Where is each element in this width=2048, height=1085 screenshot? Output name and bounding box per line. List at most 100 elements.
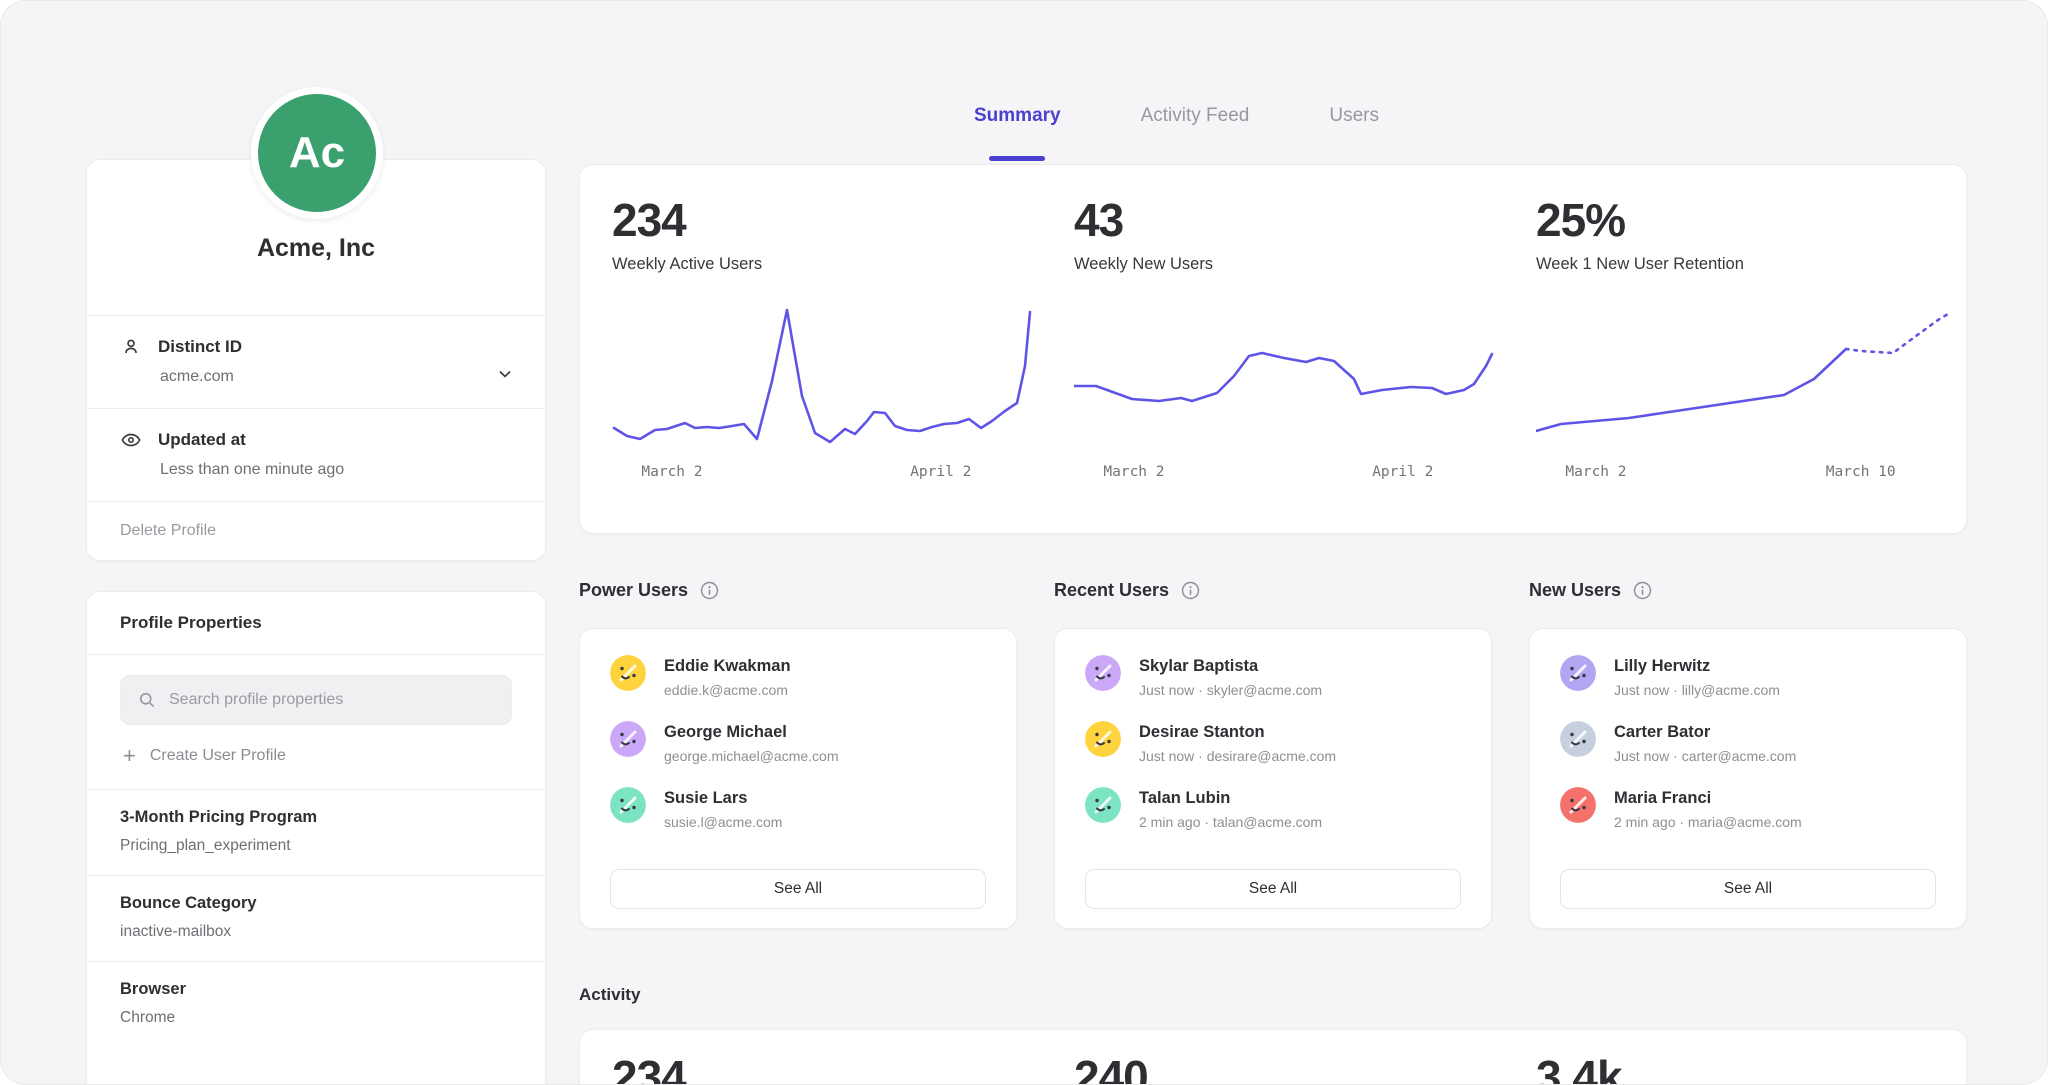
weekly-new-users-chart — [1074, 296, 1494, 456]
stat-value: 234 — [612, 193, 1032, 247]
user-name: Skylar Baptista — [1139, 655, 1322, 676]
section-title: New Users — [1529, 580, 1621, 601]
see-all-button[interactable]: See All — [1085, 869, 1461, 909]
user-name: Maria Franci — [1614, 787, 1802, 808]
user-row[interactable]: Talan Lubin 2 min ago · talan@acme.com — [1085, 787, 1461, 836]
profile-properties-title: Profile Properties — [87, 592, 545, 655]
create-user-profile-button[interactable]: + Create User Profile — [87, 725, 545, 790]
recent-users-card: Skylar Baptista Just now · skyler@acme.c… — [1054, 628, 1492, 929]
see-all-button[interactable]: See All — [610, 869, 986, 909]
org-avatar: Ac — [251, 87, 383, 219]
org-avatar-initials: Ac — [289, 128, 345, 178]
section-title: Power Users — [579, 580, 688, 601]
stat-weekly-active-users: 234 Weekly Active Users March 2 April 2 — [580, 193, 1042, 533]
new-users-card: Lilly Herwitz Just now · lilly@acme.com … — [1529, 628, 1967, 929]
tab-users[interactable]: Users — [1329, 105, 1379, 161]
user-avatar — [1085, 787, 1121, 823]
user-name: George Michael — [664, 721, 839, 742]
summary-stats-card: 234 Weekly Active Users March 2 April 2 … — [579, 164, 1967, 534]
plus-icon: + — [123, 748, 136, 764]
activity-stat: 234 — [580, 1050, 1042, 1085]
search-icon — [137, 690, 157, 710]
user-subtext: susie.l@acme.com — [664, 814, 782, 830]
weekly-active-users-chart — [612, 296, 1032, 456]
stat-value: 25% — [1536, 193, 1956, 247]
user-avatar — [610, 721, 646, 757]
x-tick: March 2 — [1103, 464, 1164, 480]
create-user-profile-label: Create User Profile — [150, 747, 286, 765]
distinct-id-row[interactable]: Distinct ID acme.com — [87, 315, 545, 408]
user-row[interactable]: Skylar Baptista Just now · skyler@acme.c… — [1085, 655, 1461, 704]
user-name: Talan Lubin — [1139, 787, 1322, 808]
user-subtext: george.michael@acme.com — [664, 748, 839, 764]
property-row-bounce-category[interactable]: Bounce Category inactive-mailbox — [87, 876, 545, 962]
user-avatar — [1085, 721, 1121, 757]
stat-label: Weekly New Users — [1074, 255, 1494, 274]
section-title: Recent Users — [1054, 580, 1169, 601]
x-tick: March 2 — [1565, 464, 1626, 480]
user-row[interactable]: Eddie Kwakman eddie.k@acme.com — [610, 655, 986, 704]
property-value: Pricing_plan_experiment — [120, 837, 512, 855]
info-icon[interactable] — [1181, 581, 1200, 600]
updated-at-value: Less than one minute ago — [160, 461, 512, 479]
tab-activity-feed-label: Activity Feed — [1141, 105, 1250, 126]
see-all-button[interactable]: See All — [1560, 869, 1936, 909]
stat-weekly-new-users: 43 Weekly New Users March 2 April 2 — [1042, 193, 1504, 533]
user-subtext: 2 min ago · maria@acme.com — [1614, 814, 1802, 830]
user-row[interactable]: Lilly Herwitz Just now · lilly@acme.com — [1560, 655, 1936, 704]
user-name: Carter Bator — [1614, 721, 1796, 742]
x-tick: March 2 — [641, 464, 702, 480]
user-row[interactable]: George Michael george.michael@acme.com — [610, 721, 986, 770]
user-avatar — [1560, 721, 1596, 757]
user-name: Lilly Herwitz — [1614, 655, 1780, 676]
activity-stat: 3.4k — [1504, 1050, 1966, 1085]
search-profile-properties[interactable] — [120, 675, 512, 725]
recent-users-section: Recent Users Skylar Baptista Just now · … — [1054, 579, 1492, 929]
user-subtext: eddie.k@acme.com — [664, 682, 791, 698]
week1-retention-chart — [1536, 296, 1956, 456]
profile-summary-card: Acme, Inc Distinct ID acme.com — [86, 159, 546, 561]
tab-summary[interactable]: Summary — [974, 105, 1061, 161]
profile-dashboard: Ac Acme, Inc Distinct ID acme.com — [0, 0, 2048, 1085]
power-users-card: Eddie Kwakman eddie.k@acme.com George Mi… — [579, 628, 1017, 929]
activity-stat: 240 — [1042, 1050, 1504, 1085]
user-row[interactable]: Susie Lars susie.l@acme.com — [610, 787, 986, 836]
user-subtext: Just now · carter@acme.com — [1614, 748, 1796, 764]
stat-value: 43 — [1074, 193, 1494, 247]
stat-week1-retention: 25% Week 1 New User Retention March 2 Ma… — [1504, 193, 1966, 533]
user-subtext: Just now · desirare@acme.com — [1139, 748, 1336, 764]
search-input[interactable] — [169, 691, 495, 709]
user-row[interactable]: Maria Franci 2 min ago · maria@acme.com — [1560, 787, 1936, 836]
profile-properties-card: Profile Properties + Create User Profile… — [86, 591, 546, 1085]
user-name: Desirae Stanton — [1139, 721, 1336, 742]
user-row[interactable]: Carter Bator Just now · carter@acme.com — [1560, 721, 1936, 770]
user-avatar — [610, 655, 646, 691]
property-name: Bounce Category — [120, 894, 512, 913]
updated-at-label: Updated at — [158, 430, 246, 450]
user-row[interactable]: Desirae Stanton Just now · desirare@acme… — [1085, 721, 1461, 770]
property-name: 3-Month Pricing Program — [120, 808, 512, 827]
active-tab-underline — [989, 156, 1045, 161]
user-avatar — [1560, 655, 1596, 691]
user-sections: Power Users Eddie Kwakman eddie.k@acme.c… — [579, 579, 1967, 929]
tab-activity-feed[interactable]: Activity Feed — [1141, 105, 1250, 161]
user-subtext: Just now · skyler@acme.com — [1139, 682, 1322, 698]
user-subtext: 2 min ago · talan@acme.com — [1139, 814, 1322, 830]
user-subtext: Just now · lilly@acme.com — [1614, 682, 1780, 698]
user-avatar — [1560, 787, 1596, 823]
chevron-down-icon[interactable] — [495, 364, 515, 384]
property-row-browser[interactable]: Browser Chrome — [87, 962, 545, 1047]
eye-icon — [120, 429, 142, 451]
updated-at-row: Updated at Less than one minute ago — [87, 408, 545, 501]
info-icon[interactable] — [700, 581, 719, 600]
activity-card: 234 240 3.4k — [579, 1029, 1967, 1085]
x-tick: April 2 — [910, 464, 971, 480]
user-avatar — [1085, 655, 1121, 691]
tab-bar: Summary Activity Feed Users — [579, 105, 1967, 161]
property-row-pricing-program[interactable]: 3-Month Pricing Program Pricing_plan_exp… — [87, 790, 545, 876]
info-icon[interactable] — [1633, 581, 1652, 600]
stat-label: Week 1 New User Retention — [1536, 255, 1956, 274]
person-icon — [120, 336, 142, 358]
property-value: Chrome — [120, 1009, 512, 1027]
delete-profile-button[interactable]: Delete Profile — [87, 501, 545, 560]
